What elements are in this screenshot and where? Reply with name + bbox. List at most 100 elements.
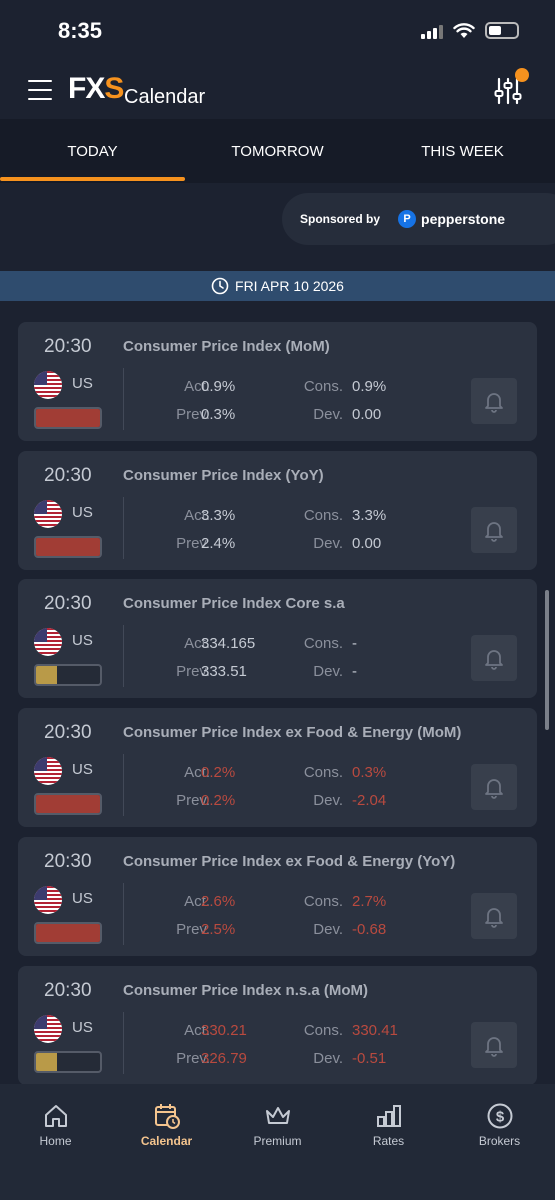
app-header: FXS Calendar bbox=[0, 62, 555, 119]
impact-fill bbox=[36, 537, 100, 556]
event-country: US bbox=[72, 375, 93, 392]
deviation-label: Dev. bbox=[313, 1049, 343, 1067]
pepperstone-logo-icon: P bbox=[398, 210, 417, 228]
event-card[interactable]: 20:30 Consumer Price Index ex Food & Ener… bbox=[18, 708, 537, 828]
previous-label: Prev. bbox=[176, 920, 210, 938]
deviation-label: Dev. bbox=[313, 663, 343, 681]
event-card[interactable]: 20:30 Consumer Price Index Core s.a US Act.… bbox=[18, 579, 537, 699]
event-time: 20:30 bbox=[44, 336, 92, 357]
nav-home[interactable]: Home bbox=[0, 1084, 111, 1200]
date-bar: FRI APR 10 2026 bbox=[0, 271, 555, 301]
bar-chart-icon bbox=[376, 1105, 401, 1127]
card-divider bbox=[123, 1011, 124, 1074]
svg-text:$: $ bbox=[495, 1109, 504, 1126]
event-country: US bbox=[72, 1018, 93, 1036]
event-country: US bbox=[72, 761, 93, 779]
event-card[interactable]: 20:30 Consumer Price Index (MoM) US Act. 0.9… bbox=[18, 322, 537, 441]
actual-label: Act. bbox=[184, 635, 210, 653]
card-divider bbox=[123, 754, 124, 817]
event-country: US bbox=[72, 503, 93, 521]
actual-label: Act. bbox=[184, 1021, 210, 1039]
actual-label: Act. bbox=[184, 378, 210, 395]
previous-value: 333.51 bbox=[201, 663, 247, 681]
sponsor-banner[interactable]: Sponsored by P pepperstone bbox=[282, 193, 555, 245]
impact-indicator bbox=[34, 1050, 102, 1073]
bell-icon bbox=[485, 650, 503, 671]
card-divider bbox=[123, 625, 124, 688]
nav-premium-label: Premium bbox=[253, 1134, 302, 1148]
scrollbar[interactable] bbox=[545, 590, 549, 730]
event-time: 20:30 bbox=[44, 979, 92, 1001]
us-flag-icon bbox=[34, 885, 62, 914]
event-country: US bbox=[72, 632, 93, 650]
actual-value: 0.2% bbox=[201, 764, 236, 782]
nav-brokers[interactable]: $ Brokers bbox=[444, 1084, 555, 1200]
previous-value: 326.79 bbox=[201, 1049, 247, 1067]
status-bar: 8:35 bbox=[0, 0, 555, 62]
deviation-value: 0.00 bbox=[352, 534, 382, 552]
alert-button[interactable] bbox=[471, 378, 517, 424]
nav-calendar[interactable]: Calendar bbox=[111, 1084, 222, 1200]
consensus-label: Cons. bbox=[303, 892, 343, 910]
alert-button[interactable] bbox=[471, 764, 517, 811]
deviation-value: -2.04 bbox=[352, 792, 387, 810]
previous-value: 2.5% bbox=[201, 920, 236, 938]
actual-label: Act. bbox=[184, 764, 210, 782]
consensus-label: Cons. bbox=[303, 506, 343, 524]
deviation-label: Dev. bbox=[313, 406, 343, 423]
alert-button[interactable] bbox=[471, 635, 517, 682]
deviation-value: 0.00 bbox=[352, 406, 382, 423]
battery-icon bbox=[485, 22, 519, 39]
impact-indicator bbox=[34, 535, 102, 558]
alert-button[interactable] bbox=[471, 892, 517, 939]
sliders-icon bbox=[494, 77, 522, 105]
deviation-value: - bbox=[352, 663, 357, 681]
previous-label: Prev. bbox=[176, 663, 210, 681]
deviation-label: Dev. bbox=[313, 534, 343, 552]
filter-button[interactable] bbox=[491, 68, 529, 106]
previous-label: Prev. bbox=[176, 792, 210, 810]
alert-button[interactable] bbox=[471, 506, 517, 553]
event-card[interactable]: 20:30 Consumer Price Index n.s.a (MoM) US A… bbox=[18, 965, 537, 1084]
impact-fill bbox=[36, 1052, 58, 1071]
event-card[interactable]: 20:30 Consumer Price Index ex Food & Ener… bbox=[18, 836, 537, 956]
bell-icon bbox=[485, 521, 503, 542]
tab-today[interactable]: TODAY bbox=[0, 119, 185, 183]
us-flag-icon bbox=[34, 757, 62, 786]
events-list[interactable]: 20:30 Consumer Price Index (MoM) US Act. 0.9… bbox=[0, 301, 555, 1084]
event-name: Consumer Price Index (MoM) bbox=[123, 338, 330, 355]
tab-tomorrow[interactable]: TOMORROW bbox=[231, 143, 324, 160]
tab-this-week[interactable]: THIS WEEK bbox=[421, 143, 504, 160]
impact-indicator bbox=[34, 921, 102, 944]
alert-button[interactable] bbox=[471, 1021, 517, 1068]
previous-value: 2.4% bbox=[201, 534, 236, 552]
event-country: US bbox=[72, 889, 93, 907]
nav-premium[interactable]: Premium bbox=[222, 1084, 333, 1200]
impact-fill bbox=[36, 923, 100, 942]
signal-icon bbox=[421, 23, 443, 39]
fxs-logo: FXS bbox=[68, 72, 124, 105]
impact-fill bbox=[36, 666, 58, 685]
deviation-value: -0.68 bbox=[352, 920, 387, 938]
nav-calendar-label: Calendar bbox=[140, 1134, 193, 1148]
us-flag-icon bbox=[34, 499, 62, 528]
nav-home-label: Home bbox=[39, 1134, 72, 1148]
nav-rates[interactable]: Rates bbox=[333, 1084, 444, 1200]
consensus-value: 330.41 bbox=[352, 1021, 398, 1039]
event-name: Consumer Price Index ex Food & Energy (Y… bbox=[123, 852, 456, 870]
impact-indicator bbox=[34, 664, 102, 687]
consensus-label: Cons. bbox=[303, 1021, 343, 1039]
consensus-value: 0.9% bbox=[352, 378, 387, 395]
dollar-circle-icon: $ bbox=[487, 1103, 512, 1129]
previous-value: 0.3% bbox=[201, 406, 236, 423]
consensus-value: 3.3% bbox=[352, 506, 387, 524]
clock-icon bbox=[211, 277, 229, 295]
previous-label: Prev. bbox=[176, 534, 210, 552]
event-name: Consumer Price Index (YoY) bbox=[123, 466, 324, 484]
nav-rates-label: Rates bbox=[372, 1134, 405, 1148]
event-card[interactable]: 20:30 Consumer Price Index (YoY) US Act. 3.3… bbox=[18, 450, 537, 570]
event-time: 20:30 bbox=[44, 464, 92, 486]
home-icon bbox=[44, 1105, 67, 1127]
actual-value: 334.165 bbox=[201, 635, 256, 653]
menu-icon[interactable] bbox=[28, 80, 52, 100]
